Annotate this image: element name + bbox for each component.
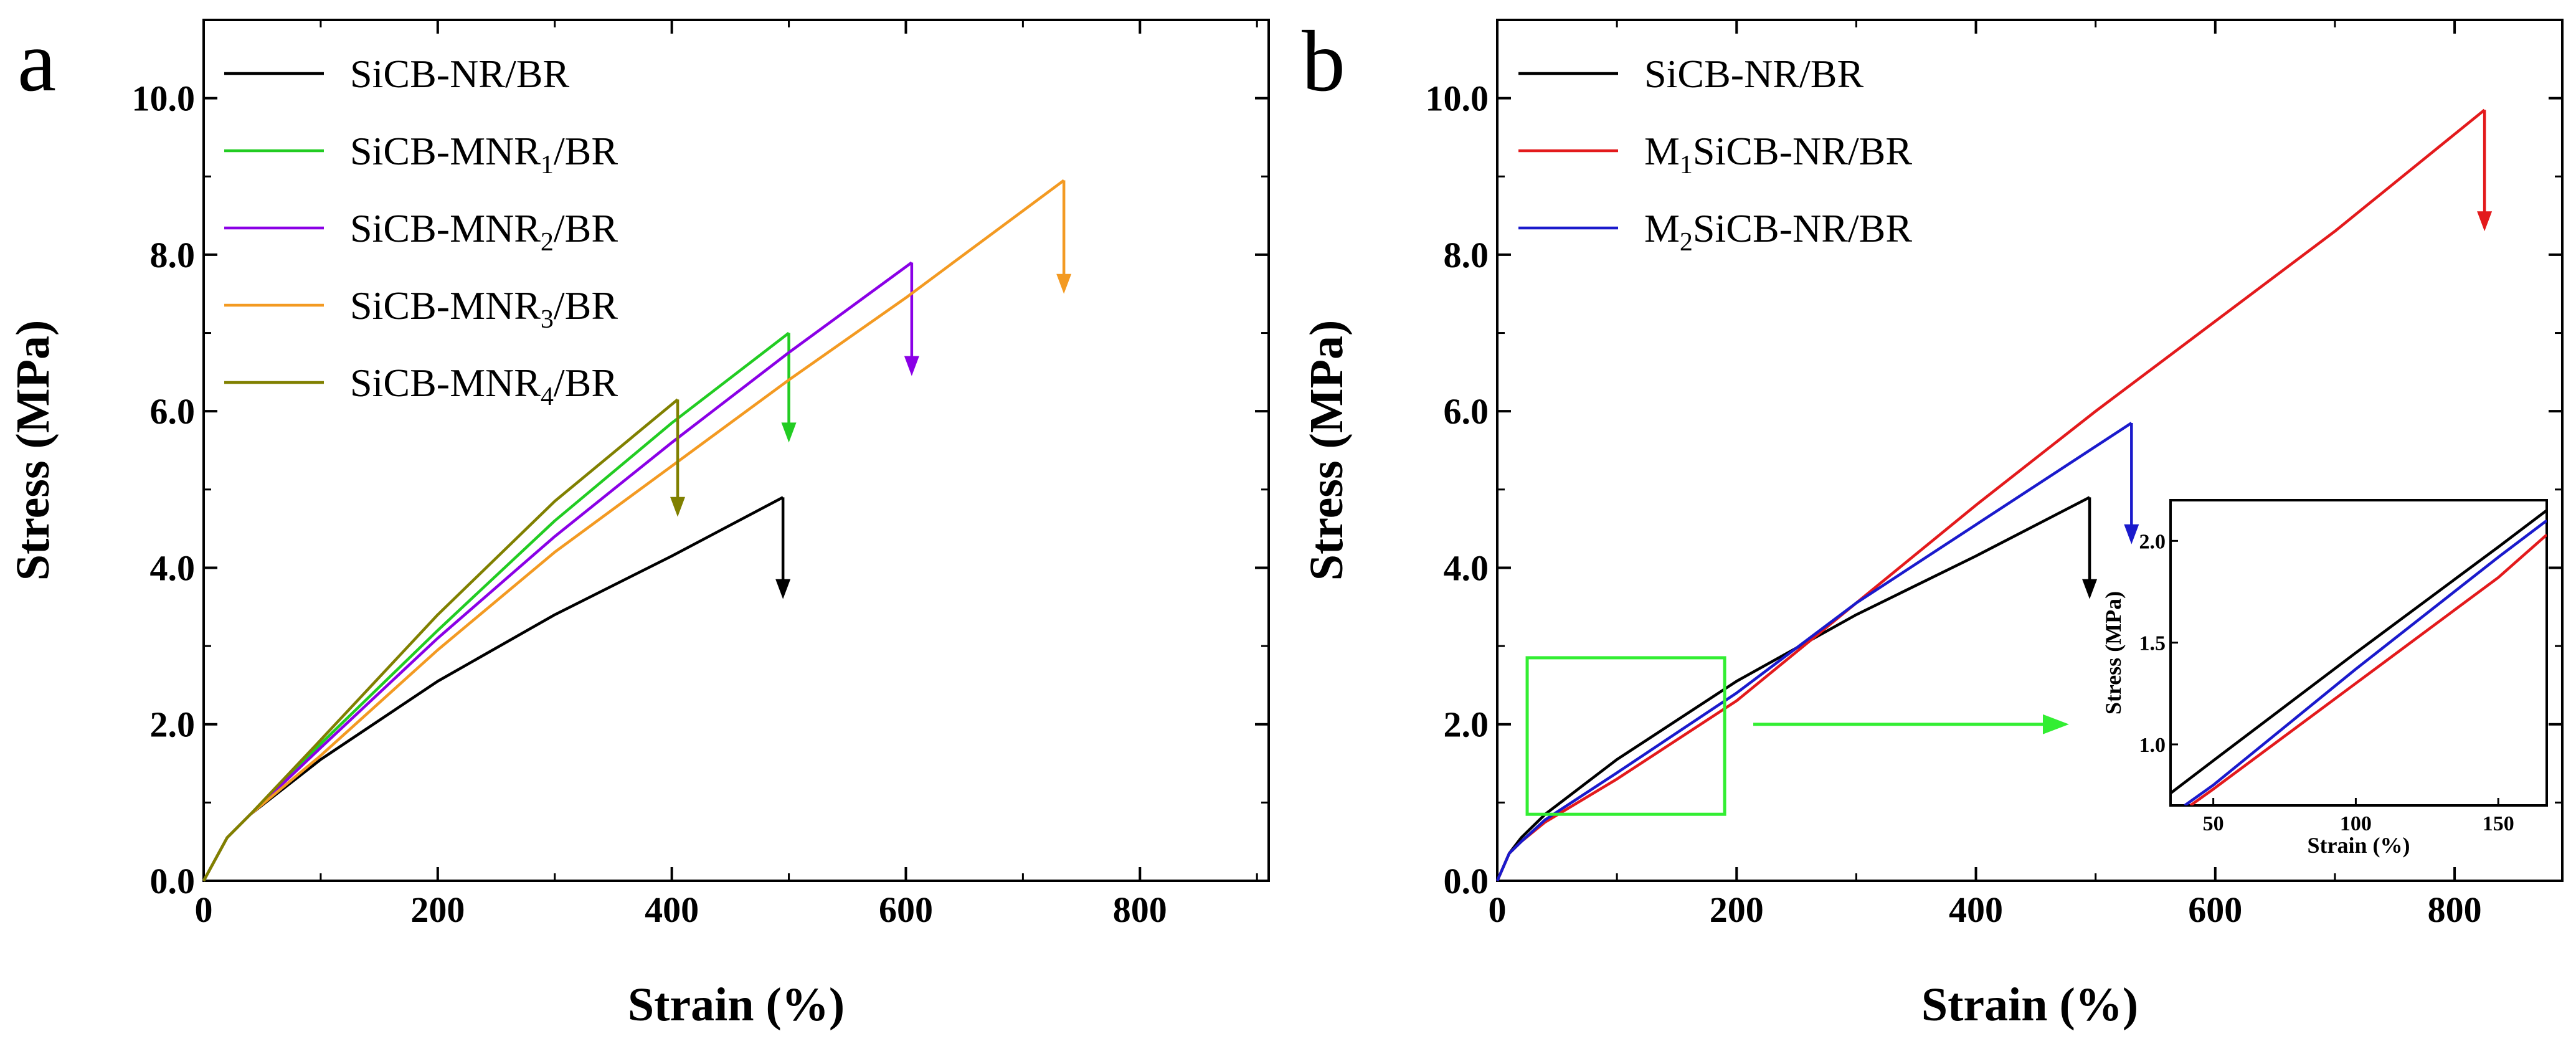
series-line-m2sicb-nr-br [1495,422,2133,881]
inset-x-tick-label: 50 [2203,812,2224,835]
x-tick-label: 600 [879,890,933,930]
legend-entry-prefix: M [1644,206,1680,250]
inset-series-line-m2sicb-nr-br [2184,519,2547,805]
legend-entry-subscript: 2 [1680,228,1693,257]
x-tick-label: 0 [195,890,213,930]
legend-entry: M1SiCB-NR/BR [1644,129,1912,179]
zoom-arrow-head [2043,714,2069,734]
legend-entry-subscript: 1 [541,151,554,179]
series-line-sicb-mnr2-br [202,261,913,882]
legend-entry: SiCB-MNR4/BR [350,361,618,411]
y-tick-label: 6.0 [150,391,196,432]
legend-entry-tail: /BR [554,283,618,328]
y-tick-label: 2.0 [150,705,196,745]
x-axis-title-b: Strain (%) [1921,979,2138,1031]
legend-entry-tail: /BR [554,129,618,173]
panel-letter-a: a [17,13,56,110]
inset-y-tick-label: 2.0 [2139,530,2166,553]
y-tick-label: 10.0 [132,78,196,119]
inset-x-tick-label: 100 [2340,812,2372,835]
y-tick-label: 10.0 [1426,78,1489,119]
plot-frame-b [1496,19,2564,882]
break-arrow-head-sicb-mnr3-br [1056,273,1072,294]
series-line-sicb-mnr1-br [202,331,790,882]
panel-a: a 0 200 400 600 800 0.0 2.0 4.0 6.0 8.0 10.0 SiCB-… [7,13,1270,1031]
inset-x-tick-label: 150 [2483,812,2514,835]
x-tick-label: 400 [1949,890,2003,930]
zoom-box [1525,656,1726,816]
legend-a: SiCB-NR/BRSiCB-MNR1/BRSiCB-MNR2/BRSiCB-M… [224,52,618,411]
legend-entry-main: SiCB-NR/BR [1693,206,1912,250]
legend-entry-main: SiCB-MNR [350,283,541,328]
inset-frame [2169,499,2548,807]
legend-entry: SiCB-NR/BR [350,52,569,96]
legend-entry-main: SiCB-NR/BR [1644,52,1863,96]
y-tick-label: 0.0 [1444,861,1489,901]
legend-entry-tail: /BR [554,206,618,250]
break-arrow-head-sicb-nr-br [775,579,791,599]
series-line-sicb-mnr3-br [202,179,1065,882]
legend-entry-prefix: M [1644,129,1680,173]
legend-entry-main: SiCB-MNR [350,129,541,173]
legend-entry: M2SiCB-NR/BR [1644,206,1912,257]
series-group-b [1495,108,2493,881]
x-axis-title-a: Strain (%) [628,979,845,1031]
y-tick-label: 8.0 [150,235,196,275]
series-line-sicb-nr-br [202,496,784,882]
y-axis-title-a: Stress (MPa) [7,320,59,581]
legend-entry-tail: /BR [554,361,618,405]
inset-y-axis-title: Stress (MPa) [2101,591,2126,714]
legend-entry: SiCB-MNR2/BR [350,206,618,257]
x-tick-label: 600 [2188,890,2242,930]
break-arrow-head-sicb-mnr2-br [904,356,919,376]
legend-entry: SiCB-MNR3/BR [350,283,618,334]
x-tick-label: 800 [1113,890,1167,930]
panel-letter-b: b [1302,13,1345,110]
series-group-a [202,179,1072,882]
legend-entry: SiCB-NR/BR [1644,52,1863,96]
axis-ticks-b: 0 200 400 600 800 0.0 2.0 4.0 6.0 8.0 10.0 [1426,20,2562,930]
axis-ticks-a: 0 200 400 600 800 0.0 2.0 4.0 6.0 8.0 10.0 [132,20,1269,930]
inset-chart-b: 50 100 150 1.0 1.5 2.0 Strain (%) Stress (MPa) [2101,499,2548,858]
inset-x-axis-title: Strain (%) [2308,833,2410,858]
inset-series-line-m1sicb-nr-br [2189,533,2547,805]
legend-entry-main: SiCB-MNR [350,361,541,405]
x-tick-label: 800 [2428,890,2482,930]
y-tick-label: 8.0 [1444,235,1489,275]
legend-entry-subscript: 3 [541,305,554,334]
legend-entry-main: SiCB-NR/BR [1693,129,1912,173]
legend-entry-main: SiCB-NR/BR [350,52,569,96]
legend-entry-subscript: 1 [1680,151,1693,179]
break-arrow-head-sicb-nr-br [2082,579,2098,599]
plot-frame-a [202,19,1270,882]
break-arrow-head-m2sicb-nr-br [2124,524,2139,544]
y-tick-label: 2.0 [1444,705,1489,745]
y-tick-label: 6.0 [1444,391,1489,432]
x-tick-label: 200 [1710,890,1764,930]
series-line-sicb-nr-br [1495,496,2091,881]
break-arrow-head-m1sicb-nr-br [2477,211,2493,232]
break-arrow-head-sicb-mnr4-br [670,496,686,517]
break-arrow-head-sicb-mnr1-br [781,422,797,443]
inset-series-line-sicb-nr-br [2171,509,2547,795]
x-tick-label: 400 [645,890,699,930]
legend-entry-subscript: 2 [541,228,554,257]
inset-y-tick-label: 1.5 [2139,632,2166,655]
series-line-sicb-mnr4-br [202,398,679,882]
legend-entry-subscript: 4 [541,382,554,411]
inset-y-tick-label: 1.0 [2139,734,2166,757]
legend-entry: SiCB-MNR1/BR [350,129,618,179]
x-tick-label: 0 [1489,890,1507,930]
legend-entry-main: SiCB-MNR [350,206,541,250]
zoom-annotation-b [1525,656,2069,816]
y-tick-label: 4.0 [1444,548,1489,588]
panel-b: b 0 200 400 600 800 0.0 2.0 4.0 6.0 8.0 10.0 SiCB-… [1300,13,2564,1031]
x-tick-label: 200 [410,890,465,930]
y-axis-title-b: Stress (MPa) [1300,320,1353,581]
y-tick-label: 0.0 [150,861,196,901]
y-tick-label: 4.0 [150,548,196,588]
